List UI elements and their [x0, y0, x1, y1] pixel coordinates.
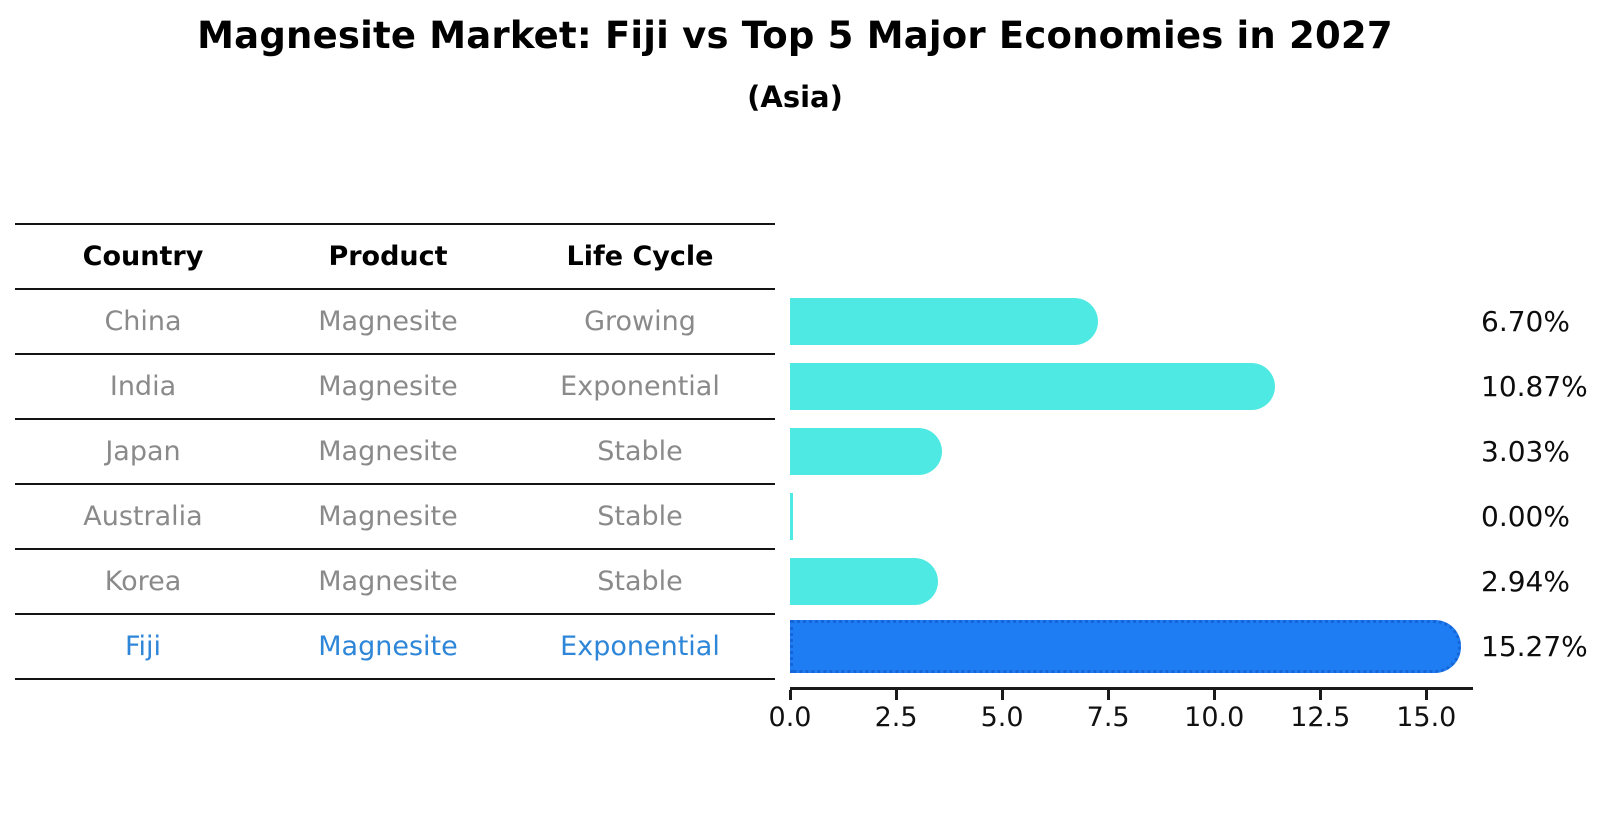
- cell-japan-country: Japan: [105, 436, 181, 467]
- x-tick-label-12.5: 12.5: [1290, 702, 1351, 733]
- x-tick-mark-10.0: [1212, 690, 1216, 700]
- x-tick-label-15.0: 15.0: [1396, 702, 1457, 733]
- x-tick-label-7.5: 7.5: [1086, 702, 1130, 733]
- bar-value-label-india: 10.87%: [1481, 369, 1588, 403]
- table-row-korea: Korea Magnesite Stable: [15, 550, 775, 615]
- cell-australia-country: Australia: [83, 501, 203, 532]
- cell-korea-life-cycle: Stable: [597, 566, 683, 597]
- bar-fiji: [790, 620, 1462, 673]
- x-tick-label-2.5: 2.5: [874, 702, 918, 733]
- column-header-country: Country: [82, 241, 204, 272]
- cell-japan-product: Magnesite: [318, 436, 458, 467]
- column-header-product: Product: [328, 241, 448, 272]
- bar-value-label-china: 6.70%: [1481, 304, 1570, 338]
- bar-china: [790, 298, 1098, 345]
- bar-korea: [790, 558, 939, 605]
- cell-korea-country: Korea: [104, 566, 182, 597]
- cell-australia-life-cycle: Stable: [597, 501, 683, 532]
- table-row-australia: Australia Magnesite Stable: [15, 485, 775, 550]
- cell-fiji-product: Magnesite: [318, 631, 458, 662]
- table-row-fiji: Fiji Magnesite Exponential: [15, 615, 775, 680]
- x-tick-mark-7.5: [1106, 690, 1110, 700]
- x-axis-line: [790, 687, 1473, 690]
- x-tick-mark-5.0: [1000, 690, 1004, 700]
- bar-value-label-japan: 3.03%: [1481, 434, 1570, 468]
- bar-japan: [790, 428, 943, 475]
- table-row-china: China Magnesite Growing: [15, 290, 775, 355]
- x-tick-mark-12.5: [1318, 690, 1322, 700]
- table-row-japan: Japan Magnesite Stable: [15, 420, 775, 485]
- cell-india-country: India: [109, 371, 177, 402]
- bar-value-label-fiji: 15.27%: [1481, 629, 1588, 663]
- table-row-india: India Magnesite Exponential: [15, 355, 775, 420]
- cell-india-product: Magnesite: [318, 371, 458, 402]
- table-header-row: Country Product Life Cycle: [15, 223, 775, 290]
- bar-value-label-australia: 0.00%: [1481, 499, 1570, 533]
- bar-india: [790, 363, 1275, 410]
- cell-korea-product: Magnesite: [318, 566, 458, 597]
- cell-japan-life-cycle: Stable: [597, 436, 683, 467]
- x-tick-mark-0.0: [788, 690, 792, 700]
- country-table: Country Product Life Cycle China Magnesite Gr…: [15, 223, 775, 680]
- cell-india-life-cycle: Exponential: [560, 371, 720, 402]
- x-tick-mark-15.0: [1424, 690, 1428, 700]
- cell-fiji-life-cycle: Exponential: [560, 631, 720, 662]
- chart-subtitle: (Asia): [747, 80, 843, 114]
- cell-china-country: China: [104, 306, 182, 337]
- column-header-life-cycle: Life Cycle: [566, 241, 714, 272]
- x-tick-label-5.0: 5.0: [980, 702, 1024, 733]
- x-tick-label-0.0: 0.0: [768, 702, 812, 733]
- chart-title: Magnesite Market: Fiji vs Top 5 Major Ec…: [197, 14, 1393, 57]
- cell-australia-product: Magnesite: [318, 501, 458, 532]
- x-tick-label-10.0: 10.0: [1184, 702, 1245, 733]
- bar-value-label-korea: 2.94%: [1481, 564, 1570, 598]
- cell-china-product: Magnesite: [318, 306, 458, 337]
- bar-australia: [790, 493, 793, 540]
- cell-china-life-cycle: Growing: [584, 306, 696, 337]
- cell-fiji-country: Fiji: [124, 631, 162, 662]
- x-tick-mark-2.5: [894, 690, 898, 700]
